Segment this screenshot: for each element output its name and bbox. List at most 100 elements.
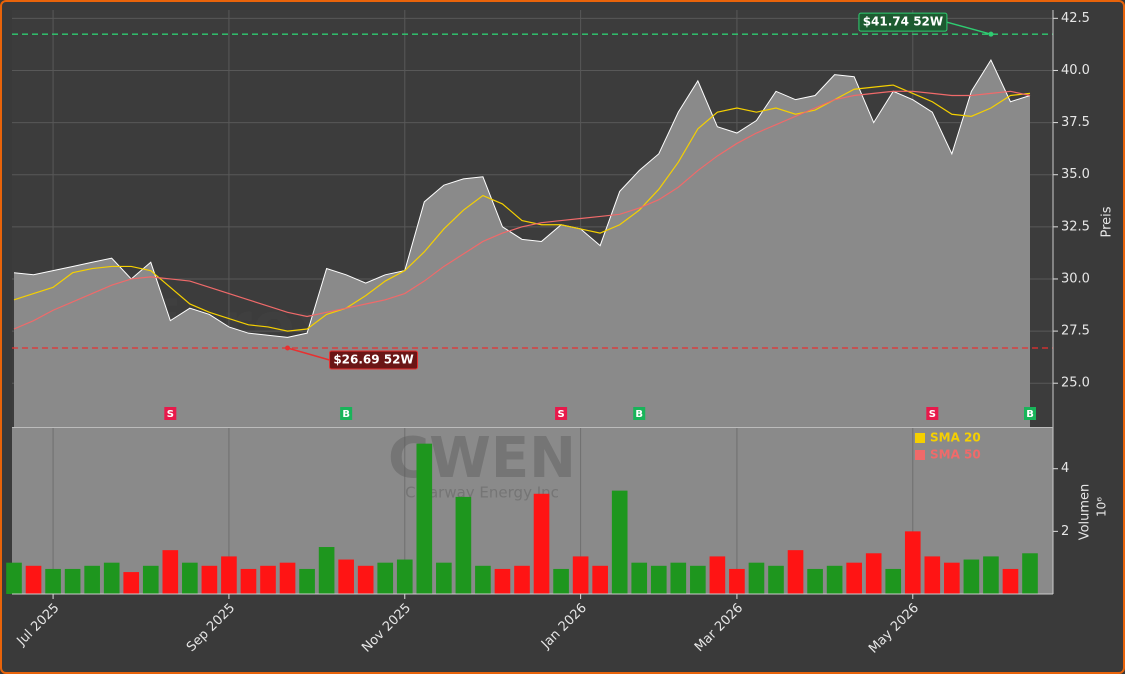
volume-bar bbox=[142, 565, 159, 594]
chart-subtitle: Clearway Energy Inc bbox=[405, 484, 559, 502]
volume-bar bbox=[885, 568, 902, 594]
volume-bar bbox=[455, 496, 472, 594]
volume-bar bbox=[846, 562, 862, 594]
legend-label: SMA 50 bbox=[930, 448, 981, 462]
annotation-label: $26.69 52W bbox=[333, 352, 413, 366]
volume-bar bbox=[6, 562, 22, 594]
volume-bar bbox=[338, 559, 354, 594]
annotation-arrow bbox=[287, 347, 330, 361]
volume-bar bbox=[279, 562, 296, 594]
y-tick-label: 42.5 bbox=[1061, 11, 1090, 26]
volume-bar bbox=[533, 493, 550, 594]
volume-bar bbox=[572, 556, 589, 594]
signal-marker bbox=[1024, 407, 1036, 420]
volume-bar bbox=[729, 568, 745, 594]
volume-bar bbox=[787, 550, 804, 594]
volume-bar bbox=[709, 556, 726, 594]
volume-bar bbox=[45, 568, 61, 594]
y-axis-label: Preis bbox=[1100, 206, 1115, 237]
legend-label: SMA 20 bbox=[930, 431, 981, 445]
volume-bar bbox=[768, 565, 784, 594]
volume-bar bbox=[182, 562, 198, 594]
x-tick-label: Nov 2025 bbox=[359, 601, 414, 656]
annotation-point bbox=[285, 345, 291, 351]
signal-marker bbox=[555, 407, 568, 420]
volume-bar bbox=[944, 562, 960, 594]
signal-label: B bbox=[1026, 409, 1034, 420]
volume-bar bbox=[123, 572, 140, 594]
x-tick-label: Mar 2026 bbox=[692, 601, 746, 655]
y-axis-exponent: 10⁶ bbox=[1095, 497, 1109, 517]
signal-label: B bbox=[342, 409, 350, 420]
volume-bar bbox=[436, 562, 452, 594]
y-tick-label: 2 bbox=[1061, 524, 1069, 539]
volume-bar bbox=[670, 562, 687, 594]
volume-bar bbox=[357, 565, 374, 594]
y-tick-label: 30.0 bbox=[1061, 271, 1090, 286]
volume-bar bbox=[494, 568, 511, 594]
volume-bar bbox=[1022, 553, 1038, 594]
y-tick-label: 40.0 bbox=[1061, 63, 1090, 78]
signal-marker bbox=[633, 407, 646, 420]
volume-bar bbox=[25, 565, 42, 594]
legend-swatch bbox=[915, 433, 925, 443]
sma-line bbox=[13, 84, 1031, 332]
volume-bar bbox=[748, 562, 765, 594]
volume-bar bbox=[865, 553, 882, 594]
volume-bar bbox=[924, 556, 941, 594]
volume-bar bbox=[318, 547, 335, 594]
volume-bar bbox=[983, 556, 999, 594]
signal-marker bbox=[926, 407, 939, 420]
annotation-box bbox=[329, 350, 419, 370]
signal-label: S bbox=[557, 409, 564, 420]
volume-bar bbox=[416, 443, 433, 594]
sma-line bbox=[13, 90, 1031, 330]
volume-bar bbox=[1002, 568, 1019, 594]
y-tick-label: 25.0 bbox=[1061, 376, 1090, 391]
annotation-arrow bbox=[946, 21, 992, 35]
y-tick-label: 32.5 bbox=[1061, 219, 1090, 234]
signal-label: S bbox=[167, 409, 174, 420]
volume-bar bbox=[260, 565, 276, 594]
volume-bar bbox=[611, 490, 628, 594]
annotation-point bbox=[988, 31, 994, 37]
volume-bar bbox=[553, 568, 569, 594]
volume-bar bbox=[396, 559, 413, 594]
volume-bar bbox=[103, 562, 120, 594]
x-tick-label: Jul 2025 bbox=[14, 601, 63, 650]
volume-bar bbox=[64, 568, 81, 594]
y-axis-label: Volumen bbox=[1078, 484, 1093, 541]
signal-label: S bbox=[929, 409, 936, 420]
volume-bar bbox=[240, 568, 257, 594]
legend-swatch bbox=[915, 450, 925, 460]
volume-bar bbox=[514, 565, 530, 594]
price-line bbox=[13, 58, 1031, 338]
x-tick-label: Jan 2026 bbox=[538, 601, 590, 653]
volume-bar bbox=[162, 550, 179, 594]
y-tick-label: 27.5 bbox=[1061, 324, 1090, 339]
volume-bar bbox=[807, 568, 823, 594]
volume-bar bbox=[592, 565, 608, 594]
signal-label: B bbox=[635, 409, 643, 420]
volume-bar bbox=[299, 568, 315, 594]
volume-bar bbox=[650, 565, 667, 594]
volume-bar bbox=[631, 562, 648, 594]
y-tick-label: 37.5 bbox=[1061, 115, 1090, 130]
signal-marker bbox=[340, 407, 353, 420]
annotation-label: $41.74 52W bbox=[863, 15, 943, 29]
volume-bar bbox=[201, 565, 218, 594]
chart-title: CWEN bbox=[388, 426, 576, 491]
volume-bar bbox=[690, 565, 706, 594]
annotation-box bbox=[858, 12, 948, 32]
volume-bar bbox=[963, 559, 980, 594]
signal-marker bbox=[164, 407, 177, 420]
x-tick-label: Sep 2025 bbox=[184, 601, 238, 655]
volume-bar bbox=[84, 565, 100, 594]
volume-bar bbox=[904, 531, 921, 594]
volume-bar bbox=[221, 556, 237, 594]
volume-bar bbox=[475, 565, 491, 594]
y-tick-label: 35.0 bbox=[1061, 167, 1090, 182]
volume-bar bbox=[377, 562, 394, 594]
volume-bar bbox=[826, 565, 843, 594]
